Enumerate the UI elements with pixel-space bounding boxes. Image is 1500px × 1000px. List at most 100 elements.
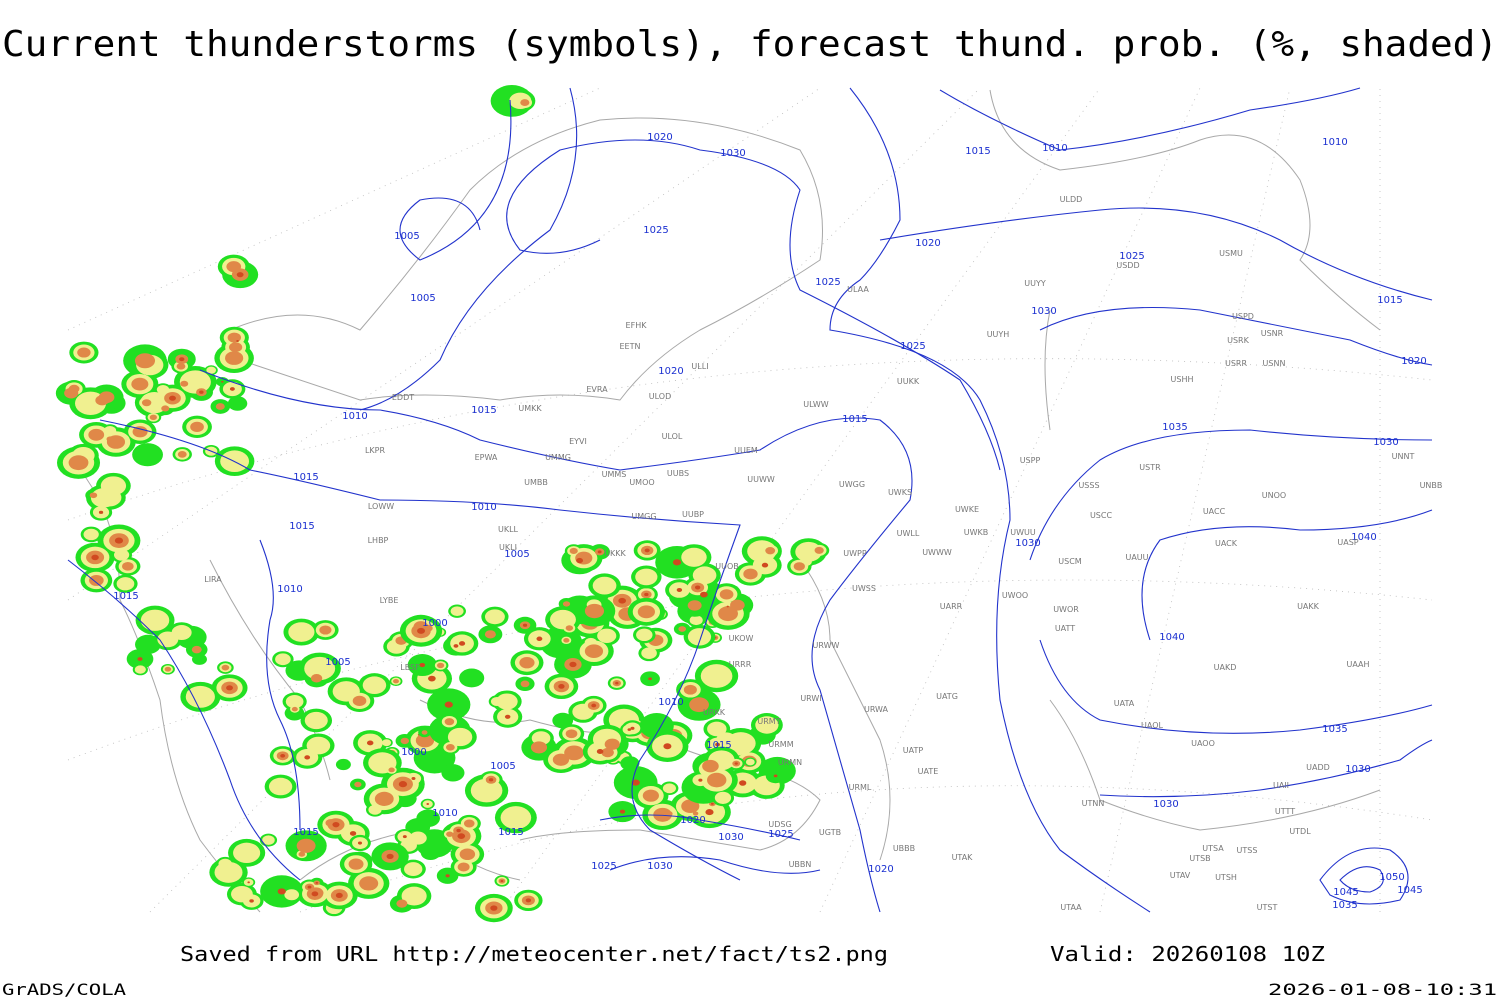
probability-area bbox=[284, 889, 300, 901]
probability-area bbox=[619, 809, 626, 814]
valid-time: Valid: 20260108 10Z bbox=[1050, 942, 1325, 966]
probability-area bbox=[226, 261, 242, 273]
probability-area bbox=[453, 644, 459, 648]
isobar-label: 1030 bbox=[647, 861, 672, 872]
probability-area bbox=[190, 421, 204, 432]
station-code: UTSA bbox=[1202, 844, 1224, 853]
isobar-label: 1030 bbox=[1345, 764, 1370, 775]
probability-area bbox=[89, 492, 98, 499]
probability-area bbox=[349, 831, 357, 836]
station-code: UTAV bbox=[1170, 871, 1191, 880]
station-code: USRK bbox=[1227, 336, 1249, 345]
probability-area bbox=[179, 357, 185, 362]
probability-area bbox=[315, 881, 319, 884]
station-code: UWWW bbox=[922, 548, 952, 557]
station-code: USPP bbox=[1020, 456, 1041, 465]
probability-area bbox=[304, 711, 328, 730]
isobar-label: 1005 bbox=[325, 657, 350, 668]
probability-area bbox=[106, 435, 126, 449]
isobar-label: 1010 bbox=[277, 584, 302, 595]
probability-area bbox=[131, 377, 149, 391]
isobar-label: 1015 bbox=[498, 827, 523, 838]
station-code: URMT bbox=[757, 717, 780, 726]
probability-area bbox=[552, 753, 570, 766]
probability-area bbox=[206, 366, 217, 374]
isobar bbox=[259, 539, 301, 831]
probability-area bbox=[423, 624, 433, 632]
probability-area bbox=[83, 528, 99, 541]
station-code: UWGG bbox=[839, 480, 865, 489]
station-code: UNBB bbox=[1420, 481, 1443, 490]
probability-area bbox=[627, 728, 632, 731]
probability-area bbox=[592, 576, 617, 595]
probability-area bbox=[563, 638, 570, 643]
probability-area bbox=[98, 510, 104, 514]
station-code: LHBP bbox=[368, 536, 389, 545]
probability-area bbox=[77, 347, 91, 358]
probability-area bbox=[288, 622, 315, 642]
probability-area bbox=[755, 716, 779, 734]
station-code: UUYY bbox=[1024, 279, 1046, 288]
probability-area bbox=[689, 615, 703, 626]
station-code: UWKE bbox=[955, 505, 979, 514]
probability-area bbox=[64, 387, 79, 399]
probability-area bbox=[676, 587, 683, 593]
station-code: UATP bbox=[903, 746, 924, 755]
probability-area bbox=[227, 332, 242, 343]
probability-area bbox=[134, 353, 156, 369]
probability-area bbox=[332, 822, 340, 828]
station-code: UMMS bbox=[602, 470, 627, 479]
station-code: USNN bbox=[1263, 359, 1286, 368]
probability-area bbox=[249, 899, 254, 903]
isobar-label: 1040 bbox=[1159, 632, 1184, 643]
probability-area bbox=[604, 738, 620, 750]
probability-area bbox=[591, 703, 597, 708]
probability-area bbox=[484, 609, 505, 625]
isobar-label: 1020 bbox=[680, 815, 705, 826]
isobar-label: 1025 bbox=[1119, 251, 1144, 262]
probability-area bbox=[706, 772, 727, 788]
probability-area bbox=[642, 789, 659, 802]
station-code: USPD bbox=[1232, 312, 1254, 321]
probability-area bbox=[335, 758, 351, 771]
probability-area bbox=[354, 781, 362, 788]
probability-area bbox=[132, 443, 163, 467]
station-code: UUEM bbox=[734, 446, 758, 455]
probability-area bbox=[277, 888, 286, 895]
station-code: UUKK bbox=[897, 377, 920, 386]
isobar-label: 1005 bbox=[410, 293, 435, 304]
probability-area bbox=[765, 546, 776, 555]
station-code: URMM bbox=[768, 740, 793, 749]
probability-area bbox=[426, 840, 443, 854]
probability-area bbox=[268, 777, 293, 796]
probability-area bbox=[185, 685, 215, 708]
probability-area bbox=[359, 876, 379, 891]
probability-area bbox=[689, 697, 709, 713]
probability-area bbox=[692, 566, 717, 585]
station-code: URKK bbox=[703, 708, 726, 717]
probability-area bbox=[795, 541, 822, 562]
isobar-label: 1015 bbox=[706, 740, 731, 751]
probability-area bbox=[221, 380, 224, 383]
probability-area bbox=[601, 747, 614, 758]
probability-area bbox=[549, 609, 576, 630]
station-code: UUBS bbox=[667, 469, 689, 478]
probability-area bbox=[98, 391, 115, 404]
probability-area bbox=[421, 730, 428, 735]
probability-area bbox=[710, 802, 714, 805]
probability-area bbox=[705, 809, 714, 816]
station-code: UATA bbox=[1114, 699, 1135, 708]
probability-area bbox=[459, 848, 476, 861]
station-code: ULOL bbox=[662, 432, 683, 441]
station-code: UNNT bbox=[1392, 452, 1415, 461]
probability-area bbox=[236, 272, 244, 278]
probability-area bbox=[702, 759, 719, 773]
probability-area bbox=[631, 779, 640, 786]
probability-area bbox=[164, 666, 172, 672]
probability-area bbox=[428, 675, 436, 682]
probability-area bbox=[490, 905, 498, 911]
station-code: UTTT bbox=[1275, 807, 1295, 816]
isobar-label: 1010 bbox=[1322, 137, 1347, 148]
probability-area bbox=[644, 548, 650, 553]
